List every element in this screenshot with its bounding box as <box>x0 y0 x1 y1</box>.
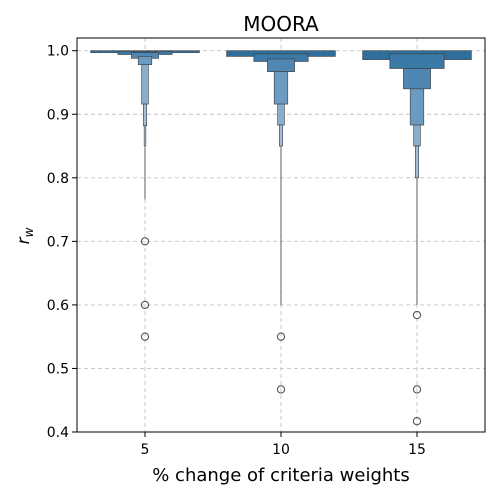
boxen-level-box <box>277 103 285 126</box>
boxen-group <box>90 50 200 341</box>
y-tick-label: 0.8 <box>47 171 69 187</box>
boxen-level-box <box>137 56 153 65</box>
tick-layer: 0.4 0.5 0.6 0.7 0.8 0.9 1.0 5 10 15 <box>47 44 426 458</box>
y-axis-label-base: r <box>14 236 34 244</box>
x-tick-label: 10 <box>272 442 290 458</box>
x-tick-label: 15 <box>408 442 426 458</box>
y-tick-label: 0.5 <box>47 361 69 377</box>
boxen-level-box <box>143 103 148 126</box>
boxen-level-box <box>413 124 421 147</box>
boxen-level-box <box>267 58 295 72</box>
y-tick-label: 0.9 <box>47 107 69 123</box>
outlier-point <box>140 237 150 246</box>
y-tick-label: 0.6 <box>47 298 69 314</box>
outlier-point <box>412 310 422 320</box>
boxen-level-box <box>403 68 431 90</box>
boxen-level-box <box>414 145 419 179</box>
y-tick-label: 0.7 <box>47 234 69 250</box>
y-tick-label: 1.0 <box>47 44 69 60</box>
boxen-level-box <box>143 125 147 146</box>
outlier-point <box>412 417 422 426</box>
boxen-level-box <box>278 124 283 147</box>
outlier-point <box>412 385 422 394</box>
boxen-level-box <box>409 88 425 126</box>
outlier-point <box>276 385 286 394</box>
outlier-point <box>140 300 150 310</box>
boxen-group <box>362 50 472 426</box>
boxen-level-box <box>141 64 149 105</box>
y-axis-label: rw <box>14 227 36 244</box>
boxen-level-box <box>389 53 445 69</box>
x-tick-label: 5 <box>141 442 150 458</box>
y-axis-label-subscript: w <box>22 227 36 237</box>
x-axis-label: % change of criteria weights <box>152 465 410 486</box>
plot-layer <box>90 50 472 426</box>
boxen-level-box <box>273 71 289 105</box>
chart-title: MOORA <box>243 12 319 36</box>
outlier-point <box>276 332 286 341</box>
boxen-group <box>226 50 336 394</box>
outlier-point <box>140 332 150 341</box>
y-tick-label: 0.4 <box>47 425 69 441</box>
